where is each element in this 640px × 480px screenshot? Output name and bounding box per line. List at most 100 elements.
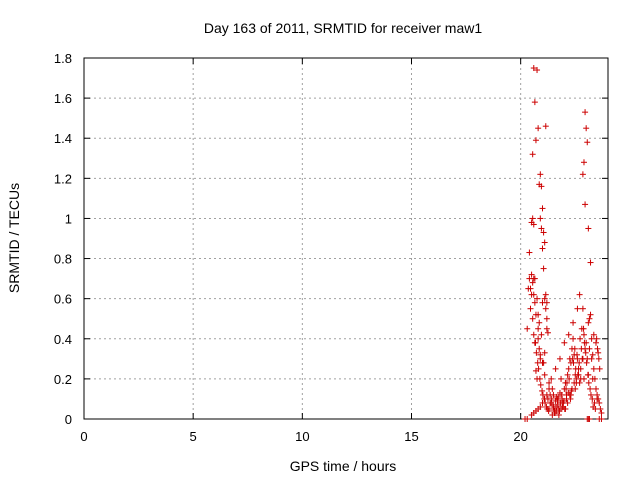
data-point	[531, 275, 538, 282]
data-point	[534, 295, 541, 302]
data-point	[573, 375, 580, 382]
y-tick-label: 1.6	[54, 91, 72, 106]
data-point	[597, 405, 604, 412]
data-point	[558, 391, 565, 398]
data-point	[543, 325, 550, 332]
data-point	[532, 339, 539, 346]
data-point	[526, 249, 533, 256]
data-point	[529, 279, 536, 286]
x-tick-label: 0	[80, 429, 87, 444]
data-point	[579, 171, 586, 178]
data-point	[594, 345, 601, 352]
data-point	[570, 319, 577, 326]
data-point	[539, 387, 546, 394]
data-point	[576, 359, 583, 366]
plot-border	[83, 57, 609, 420]
data-point	[524, 325, 531, 332]
data-point	[531, 299, 538, 306]
data-point	[538, 225, 545, 232]
axis-ticks: 0 5 10 15 20 0 0.2 0.4 0.6 0.8 1 1.2 1.4 1.6 1.8	[54, 51, 608, 444]
data-point	[542, 291, 549, 298]
data-point	[534, 67, 541, 74]
data-point	[542, 305, 549, 312]
chart-title: Day 163 of 2011, SRMTID for receiver maw…	[204, 20, 483, 36]
data-point	[541, 349, 548, 356]
data-point	[565, 389, 572, 396]
data-point	[585, 379, 592, 386]
data-point	[565, 365, 572, 372]
data-point	[546, 379, 553, 386]
plot-frame	[83, 57, 609, 420]
data-point	[579, 355, 586, 362]
data-point	[544, 329, 551, 336]
data-point	[598, 416, 605, 422]
data-point	[574, 371, 581, 378]
data-point	[529, 315, 536, 322]
data-point	[535, 365, 542, 372]
data-point	[596, 365, 603, 372]
y-tick-label: 0.6	[54, 292, 72, 307]
data-point	[541, 239, 548, 246]
data-point	[564, 371, 571, 378]
data-point	[550, 391, 557, 398]
data-point	[553, 403, 560, 410]
data-point	[588, 335, 595, 342]
data-point	[574, 305, 581, 312]
y-tick-label: 0	[65, 412, 72, 427]
data-point	[570, 335, 577, 342]
data-point	[530, 221, 537, 228]
data-point	[543, 299, 550, 306]
data-point	[563, 379, 570, 386]
data-point	[548, 375, 555, 382]
x-tick-label: 20	[513, 429, 527, 444]
data-point	[561, 405, 568, 412]
data-point	[576, 379, 583, 386]
y-tick-label: 1	[65, 211, 72, 226]
data-point	[583, 125, 590, 132]
data-point	[589, 351, 596, 358]
data-point	[524, 416, 531, 422]
data-point	[587, 391, 594, 398]
data-point	[555, 411, 562, 418]
data-point	[576, 291, 583, 298]
data-point	[530, 291, 537, 298]
data-point	[587, 259, 594, 266]
data-point	[533, 349, 540, 356]
data-point	[552, 409, 559, 416]
data-point	[580, 325, 587, 332]
data-point	[592, 385, 599, 392]
y-axis-label: SRMTID / TECUs	[6, 183, 22, 293]
data-point	[587, 385, 594, 392]
y-tick-label: 0.8	[54, 252, 72, 267]
x-tick-label: 15	[404, 429, 418, 444]
data-point	[587, 311, 594, 318]
data-point	[557, 399, 564, 406]
data-point	[570, 359, 577, 366]
data-point	[537, 171, 544, 178]
data-point	[585, 319, 592, 326]
data-point	[577, 365, 584, 372]
grid	[84, 57, 608, 419]
x-axis-label: GPS time / hours	[290, 458, 397, 474]
data-point	[585, 225, 592, 232]
data-point	[595, 355, 602, 362]
data-point	[540, 229, 547, 236]
data-point	[558, 375, 565, 382]
data-point	[567, 395, 574, 402]
data-point	[555, 393, 562, 400]
data-point	[536, 375, 543, 382]
data-point	[540, 265, 547, 272]
data-point	[532, 311, 539, 318]
data-point	[595, 349, 602, 356]
data-point	[538, 331, 545, 338]
data-point	[586, 345, 593, 352]
data-point	[528, 271, 535, 278]
data-point	[577, 335, 584, 342]
data-point	[580, 331, 587, 338]
data-point	[528, 411, 535, 418]
data-point	[535, 125, 542, 132]
data-point	[529, 151, 536, 158]
data-point	[545, 407, 552, 414]
data-point	[546, 385, 553, 392]
data-point	[569, 355, 576, 362]
